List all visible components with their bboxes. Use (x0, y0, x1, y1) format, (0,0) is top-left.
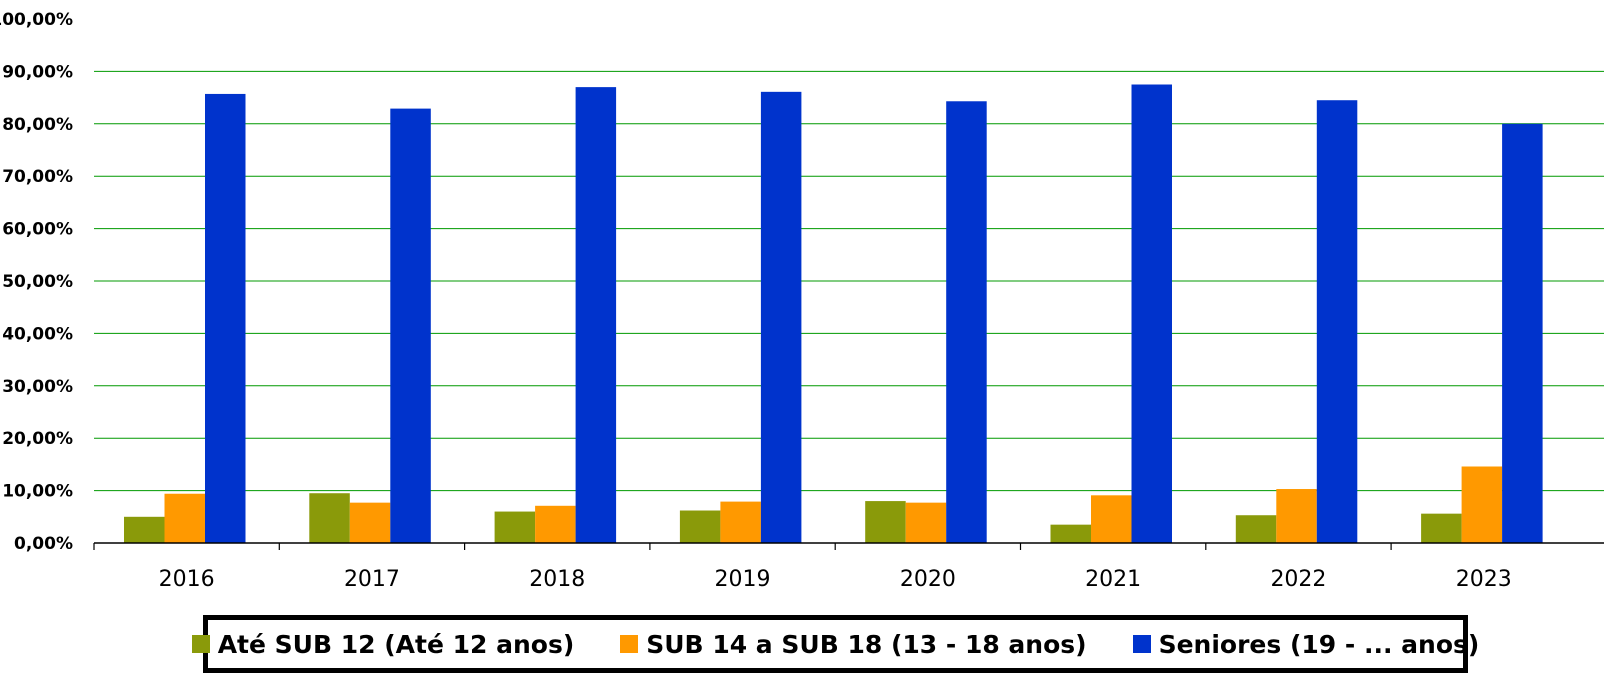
bar-1-2016 (124, 516, 165, 543)
bar-1-2017 (309, 493, 350, 543)
bar-2-2023 (1461, 466, 1503, 543)
bar-3-2016 (205, 93, 246, 543)
legend-label: SUB 14 a SUB 18 (13 - 18 anos) (646, 629, 1087, 659)
bars (124, 84, 1543, 544)
y-tick-label: 30,00% (2, 377, 73, 397)
bar-3-2017 (390, 108, 431, 543)
bar-2-2022 (1276, 489, 1317, 543)
bar-2-2019 (720, 501, 761, 543)
x-tick-label: 2021 (1085, 567, 1141, 592)
legend-item: Seniores (19 - ... anos) (1132, 629, 1480, 659)
bar-1-2019 (679, 510, 721, 543)
bar-2-2020 (905, 502, 947, 543)
legend-swatch (191, 635, 210, 653)
legend-label: Seniores (19 - ... anos) (1158, 629, 1480, 659)
legend-swatch (1132, 635, 1151, 653)
x-tick-label: 2022 (1270, 567, 1326, 592)
bar-1-2023 (1421, 513, 1462, 543)
y-tick-label: 10,00% (2, 482, 73, 502)
legend-item: SUB 14 a SUB 18 (13 - 18 anos) (620, 629, 1087, 659)
y-tick-label: 60,00% (2, 220, 73, 240)
legend-swatch (620, 635, 639, 653)
x-tick-label: 2023 (1456, 567, 1512, 592)
bar-3-2020 (946, 101, 987, 543)
bar-3-2023 (1502, 123, 1543, 544)
bar-2-2016 (164, 493, 205, 543)
y-tick-label: 90,00% (2, 62, 73, 82)
bar-chart: 0,00% 10,00% 20,00% 30,00% 40,00% 50,00% 60,00… (0, 10, 1604, 592)
x-tick-label: 2016 (159, 567, 215, 592)
y-axis: 0,00% 10,00% 20,00% 30,00% 40,00% 50,00% 60,00… (0, 10, 73, 554)
bar-3-2019 (760, 91, 802, 543)
bar-1-2018 (494, 511, 536, 543)
bar-2-2017 (349, 502, 391, 543)
bar-3-2018 (575, 87, 617, 544)
legend-item: Até SUB 12 (Até 12 anos) (191, 629, 575, 659)
y-tick-label: 20,00% (2, 429, 73, 449)
y-tick-label: 0,00% (14, 534, 73, 554)
x-tick-label: 2017 (344, 567, 400, 592)
y-tick-label: 80,00% (2, 115, 73, 135)
bar-2-2021 (1091, 495, 1132, 543)
legend: Até SUB 12 (Até 12 anos) SUB 14 a SUB 18 … (191, 615, 1479, 673)
y-tick-label: 40,00% (2, 324, 73, 344)
bar-1-2020 (865, 501, 906, 543)
x-tick-label: 2020 (900, 567, 956, 592)
bar-1-2021 (1050, 524, 1091, 543)
x-tick-label: 2019 (715, 567, 771, 592)
bar-3-2021 (1131, 84, 1172, 543)
bar-3-2022 (1316, 100, 1358, 543)
y-tick-label: 50,00% (2, 272, 73, 292)
y-tick-label: 70,00% (2, 167, 73, 187)
bar-1-2022 (1235, 515, 1277, 543)
bar-2-2018 (535, 505, 576, 543)
x-tick-label: 2018 (529, 567, 585, 592)
x-axis: 2016 2017 2018 2019 2020 2021 2022 2023 (93, 542, 1604, 592)
gridlines (94, 70, 1604, 492)
y-tick-label: 100,00% (0, 10, 73, 30)
legend-label: Até SUB 12 (Até 12 anos) (217, 629, 575, 659)
